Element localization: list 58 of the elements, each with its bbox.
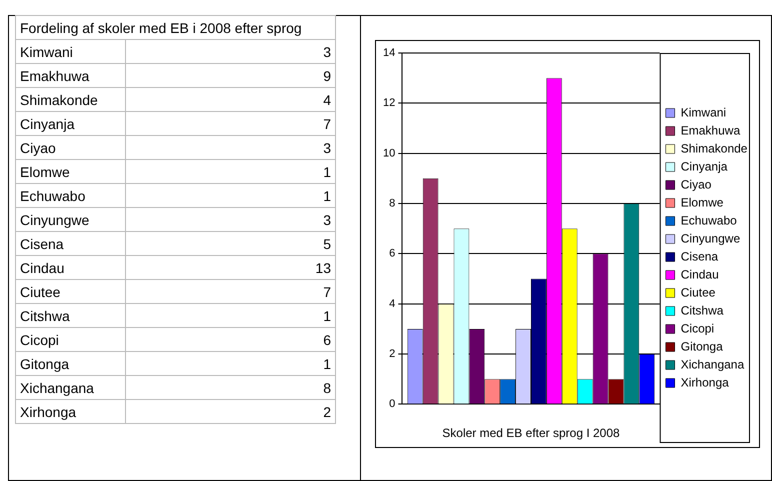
x-axis-title: Skoler med EB efter sprog I 2008 bbox=[442, 426, 620, 440]
legend-label: Kimwani bbox=[680, 105, 726, 120]
category-label: Xichangana bbox=[16, 376, 126, 400]
y-tick-label: 14 bbox=[382, 47, 396, 60]
data-label: 2 bbox=[126, 400, 336, 424]
legend-label: Ciyao bbox=[680, 177, 712, 192]
category-label: Kimwani bbox=[16, 40, 126, 64]
legend-label: Emakhuwa bbox=[680, 123, 740, 138]
legend-label: Elomwe bbox=[680, 195, 724, 210]
category-label: Cinyungwe bbox=[16, 208, 126, 232]
data-label: 1 bbox=[126, 352, 336, 376]
data-label: 9 bbox=[126, 64, 336, 88]
category-label: Citshwa bbox=[16, 304, 126, 328]
data-label: 4 bbox=[126, 88, 336, 112]
data-label: 1 bbox=[126, 184, 336, 208]
category-label: Echuwabo bbox=[16, 184, 126, 208]
data-label: 6 bbox=[126, 328, 336, 352]
data-label: 7 bbox=[126, 280, 336, 304]
legend-label: Echuwabo bbox=[680, 213, 738, 228]
category-label: Cindau bbox=[16, 256, 126, 280]
category-label: Xirhonga bbox=[16, 400, 126, 424]
data-label: 13 bbox=[126, 256, 336, 280]
category-label: Elomwe bbox=[16, 160, 126, 184]
y-tick-label: 4 bbox=[389, 298, 396, 310]
data-label: 5 bbox=[126, 232, 336, 256]
legend-label: Cindau bbox=[680, 267, 719, 282]
legend-label: Citshwa bbox=[680, 303, 724, 318]
legend-label: Cinyungwe bbox=[680, 231, 740, 246]
data-label: 3 bbox=[126, 136, 336, 160]
category-label: Cisena bbox=[16, 232, 126, 256]
legend-label: Xirhonga bbox=[680, 375, 730, 390]
data-label: 7 bbox=[126, 112, 336, 136]
y-tick-label: 6 bbox=[389, 248, 396, 260]
category-label: Cinyanja bbox=[16, 112, 126, 136]
legend-label: Ciutee bbox=[680, 285, 716, 300]
legend-label: Gitonga bbox=[680, 339, 724, 354]
legend-label: Cicopi bbox=[680, 321, 714, 336]
data-label: 3 bbox=[126, 40, 336, 64]
legend-label: Cisena bbox=[680, 249, 718, 264]
legend-label: Xichangana bbox=[680, 357, 744, 372]
category-label: Ciutee bbox=[16, 280, 126, 304]
category-label: Ciyao bbox=[16, 136, 126, 160]
data-label: 1 bbox=[126, 160, 336, 184]
y-tick-label: 0 bbox=[389, 398, 396, 410]
category-label: Emakhuwa bbox=[16, 64, 126, 88]
y-tick-label: 12 bbox=[382, 97, 396, 110]
text: Fordeling af skoler med EB i 2008 efter sprog bbox=[16, 16, 336, 40]
data-label: 8 bbox=[126, 376, 336, 400]
data-label: 3 bbox=[126, 208, 336, 232]
y-tick-label: 10 bbox=[382, 147, 396, 160]
data-label: 1 bbox=[126, 304, 336, 328]
legend-label: Shimakonde bbox=[680, 141, 748, 156]
y-tick-label: 8 bbox=[389, 198, 396, 210]
category-label: Gitonga bbox=[16, 352, 126, 376]
legend-label: Cinyanja bbox=[680, 159, 728, 174]
category-label: Shimakonde bbox=[16, 88, 126, 112]
y-tick-label: 2 bbox=[389, 348, 396, 360]
category-label: Cicopi bbox=[16, 328, 126, 352]
